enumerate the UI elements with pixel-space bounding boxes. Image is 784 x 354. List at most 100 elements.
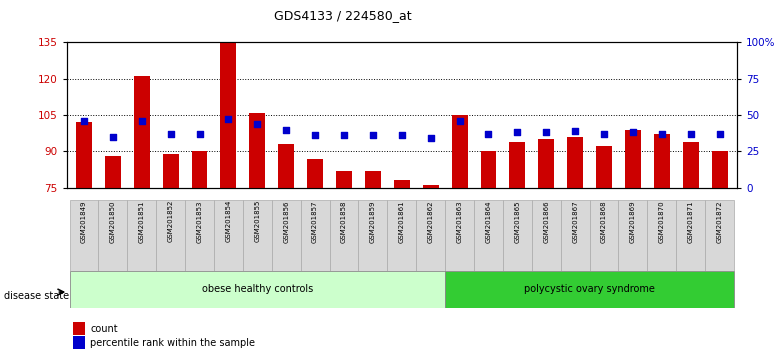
Bar [394,181,410,188]
Bar [185,200,214,271]
Text: GSM201868: GSM201868 [601,200,607,243]
Bar [596,147,612,188]
Bar [243,200,272,271]
Bar [336,171,352,188]
Bar [705,200,734,271]
Text: GSM201870: GSM201870 [659,200,665,243]
Bar [539,139,554,188]
Text: GSM201859: GSM201859 [370,200,376,242]
Point [626,130,639,135]
Bar [105,156,121,188]
Bar [249,113,265,188]
Bar [278,144,294,188]
Text: count: count [90,324,118,333]
Point [540,130,553,135]
Point [395,132,408,138]
Bar [683,142,699,188]
Bar [76,122,92,188]
Text: GSM201871: GSM201871 [688,200,694,243]
Bar [70,200,99,271]
Text: disease state: disease state [4,291,69,301]
Bar [654,135,670,188]
Point [453,118,466,124]
Text: GSM201864: GSM201864 [485,200,492,242]
Point [655,131,668,137]
Bar [301,200,329,271]
Point [194,131,206,137]
Text: GSM201867: GSM201867 [572,200,578,243]
Bar [532,200,561,271]
Bar [74,336,85,349]
Bar [358,200,387,271]
Point [136,118,148,124]
Bar [134,76,150,188]
Bar [648,200,677,271]
Text: GSM201851: GSM201851 [139,200,145,242]
Bar [163,154,179,188]
Bar [452,115,467,188]
Bar [625,130,641,188]
Point [309,132,321,138]
Bar [220,40,237,188]
Point [597,131,610,137]
Point [424,136,437,141]
Text: GSM201857: GSM201857 [312,200,318,242]
Bar [99,200,127,271]
Text: GSM201858: GSM201858 [341,200,347,242]
Point [482,131,495,137]
Point [684,131,697,137]
Text: GSM201863: GSM201863 [456,200,463,243]
Text: GDS4133 / 224580_at: GDS4133 / 224580_at [274,9,412,22]
Text: percentile rank within the sample: percentile rank within the sample [90,338,255,348]
Text: GSM201855: GSM201855 [254,200,260,242]
Bar [74,322,85,335]
Bar [712,152,728,188]
Bar [445,200,474,271]
Bar [474,200,503,271]
Point [222,116,234,122]
Bar [677,200,705,271]
Text: GSM201850: GSM201850 [110,200,116,242]
Bar [387,200,416,271]
Bar [590,200,619,271]
Bar [156,200,185,271]
Text: GSM201854: GSM201854 [226,200,231,242]
Point [713,131,726,137]
Text: GSM201869: GSM201869 [630,200,636,243]
Bar [127,200,156,271]
Point [338,132,350,138]
Point [511,130,524,135]
Text: GSM201862: GSM201862 [428,200,434,242]
Bar [561,200,590,271]
Bar [307,159,323,188]
Bar [416,200,445,271]
Text: GSM201866: GSM201866 [543,200,550,243]
Text: polycystic ovary syndrome: polycystic ovary syndrome [524,284,655,295]
Point [367,132,379,138]
Text: GSM201865: GSM201865 [514,200,521,242]
Text: GSM201872: GSM201872 [717,200,723,242]
Point [78,118,90,124]
Bar [445,271,734,308]
Point [165,131,177,137]
Bar [510,142,525,188]
Point [251,121,263,127]
Bar [503,200,532,271]
Point [107,134,119,140]
Bar [619,200,648,271]
Bar [329,200,358,271]
Text: GSM201856: GSM201856 [283,200,289,242]
Point [280,127,292,132]
Text: GSM201853: GSM201853 [197,200,202,242]
Bar [214,200,243,271]
Bar [272,200,301,271]
Bar [481,152,496,188]
Text: GSM201852: GSM201852 [168,200,173,242]
Bar [423,185,438,188]
Text: GSM201849: GSM201849 [81,200,87,242]
Bar [191,152,208,188]
Bar [70,271,445,308]
Bar [365,171,381,188]
Text: obese healthy controls: obese healthy controls [201,284,313,295]
Text: GSM201861: GSM201861 [399,200,405,243]
